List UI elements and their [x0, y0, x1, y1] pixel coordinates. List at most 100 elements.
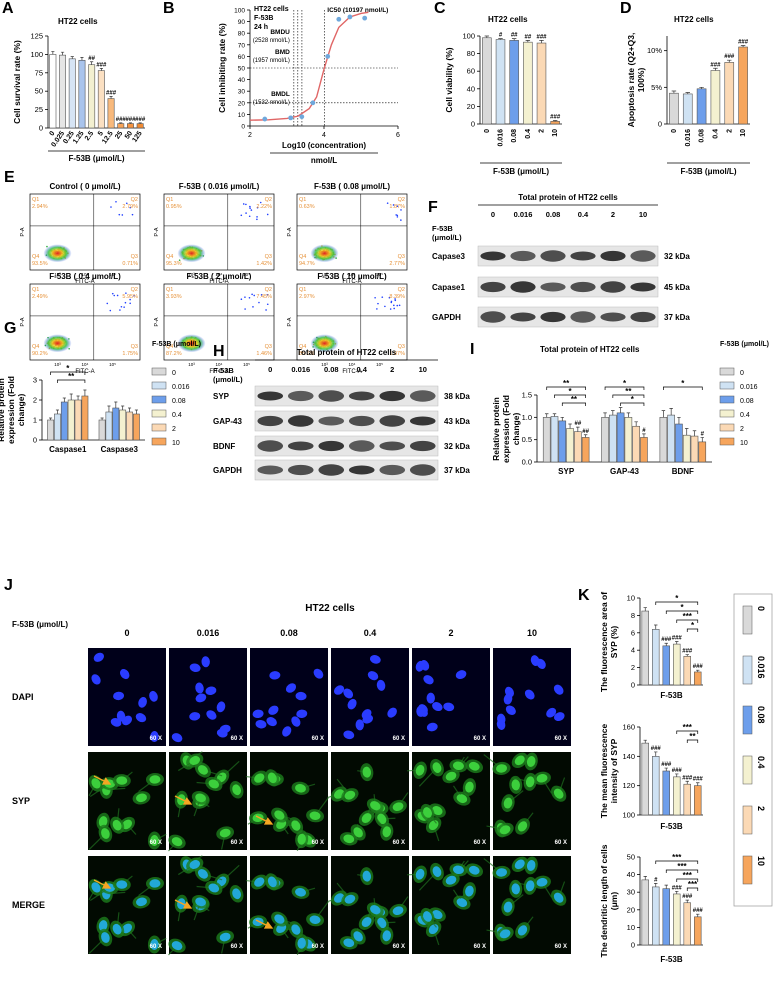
magnification: 60 X	[555, 840, 567, 846]
error-bar	[669, 408, 673, 416]
flow-x-title: FITC-A	[75, 279, 94, 285]
nucleus	[511, 779, 520, 791]
flow-dot	[110, 206, 112, 208]
flow-tick: 10³	[188, 362, 195, 367]
note: 24 h	[254, 24, 268, 31]
flow-dot	[252, 306, 254, 308]
error-bar	[654, 751, 658, 757]
dose-label: F-53B (μmol/L)	[432, 224, 462, 242]
legend-label: 0	[740, 370, 744, 377]
nucleus	[121, 819, 132, 830]
error-bar	[55, 409, 59, 414]
nucleus	[98, 920, 108, 932]
lane-label: 10	[419, 365, 427, 374]
nucleus	[93, 652, 105, 662]
bar	[662, 888, 670, 946]
legend-label: 0.4	[756, 756, 766, 769]
significance-bracket	[620, 402, 645, 406]
legend-swatch	[742, 705, 753, 735]
blot-band	[318, 440, 345, 452]
bar	[673, 893, 681, 946]
legend-label: 2	[756, 806, 766, 811]
x-tick-label: Caspase3	[101, 445, 139, 454]
marker-dose: (1532 nmol/L)	[253, 100, 290, 106]
nucleus	[201, 656, 210, 668]
legend-label: 10	[756, 856, 766, 866]
quadrant-name: Q4	[32, 254, 39, 260]
legend-swatch	[719, 409, 735, 418]
nucleus	[116, 776, 128, 785]
error-bar	[740, 45, 746, 47]
y-tick-label: 4	[631, 646, 635, 655]
significance-label: *	[675, 594, 679, 603]
magnification: 60 X	[474, 944, 486, 950]
blot-title: Total protein of HT22 cells	[518, 193, 618, 202]
bar	[696, 88, 707, 125]
y-tick-label: 20	[467, 102, 475, 111]
magnification: 60 X	[312, 944, 324, 950]
quadrant-value: 90.2%	[32, 351, 48, 357]
error-bar	[498, 38, 503, 40]
nucleus	[282, 726, 292, 737]
legend-label: 0.08	[756, 706, 766, 724]
arrow	[174, 795, 193, 805]
bar	[667, 414, 675, 463]
bar	[523, 41, 533, 125]
nucleus	[121, 715, 132, 726]
micrograph	[250, 752, 328, 850]
nucleus	[91, 882, 101, 893]
bar	[738, 46, 748, 125]
error-bar	[700, 437, 705, 442]
significance-label: ***	[688, 880, 698, 889]
flow-dot	[398, 304, 401, 307]
nucleus	[98, 816, 108, 828]
lane-label: 2	[390, 365, 394, 374]
bar-annotation: ###	[116, 117, 127, 123]
bar	[49, 54, 57, 129]
y-tick-label: 90	[238, 19, 246, 26]
flow-dot	[393, 307, 395, 310]
nucleus	[497, 713, 506, 725]
significance-label: *	[568, 387, 572, 396]
flow-y-title: P-A	[154, 227, 160, 237]
nucleus	[553, 712, 565, 722]
x-tick-label: 5	[97, 130, 105, 137]
quadrant-name: Q3	[265, 254, 272, 260]
y-tick-label: 25	[35, 105, 43, 114]
y-tick-label: 0	[241, 124, 245, 131]
flow-title: F-53B ( 0.08 μmol/L)	[314, 182, 390, 191]
error-bar	[661, 410, 666, 418]
y-axis-title: Relative protein expression (Fold change…	[491, 394, 521, 463]
bar	[107, 98, 115, 129]
y-tick-label: 20	[627, 905, 635, 914]
nucleus	[216, 701, 226, 713]
flow-dot	[129, 206, 132, 209]
bar-annotation: ###	[135, 117, 146, 123]
legend-swatch	[151, 367, 167, 376]
bar-annotation: ###	[738, 40, 749, 46]
blot-band	[480, 311, 506, 323]
y-tick-label: 140	[622, 752, 635, 761]
y-axis-title: Apoptosis rate (Q2+Q3, 100%)	[626, 32, 646, 128]
flow-dot	[250, 209, 253, 211]
flow-dot	[389, 308, 392, 310]
nucleus	[150, 939, 159, 951]
x-axis-title: F-53B (μmol/L)	[680, 167, 736, 176]
flow-dot	[248, 215, 251, 218]
error-bar	[634, 421, 638, 427]
nucleus	[197, 765, 208, 775]
quadrant-name: Q3	[398, 344, 405, 350]
nucleus	[387, 707, 397, 718]
x-tick-label: 0.016	[498, 129, 505, 147]
flow-dot	[245, 212, 247, 214]
magnification: 60 X	[474, 840, 486, 846]
blot-band	[348, 465, 375, 475]
bar	[566, 428, 574, 463]
nucleus	[274, 914, 285, 924]
bar	[119, 409, 127, 441]
flow-x-title: FITC-A	[209, 369, 228, 375]
error-bar	[128, 122, 133, 124]
error-bar	[603, 412, 607, 418]
y-tick-label: 125	[30, 32, 43, 41]
